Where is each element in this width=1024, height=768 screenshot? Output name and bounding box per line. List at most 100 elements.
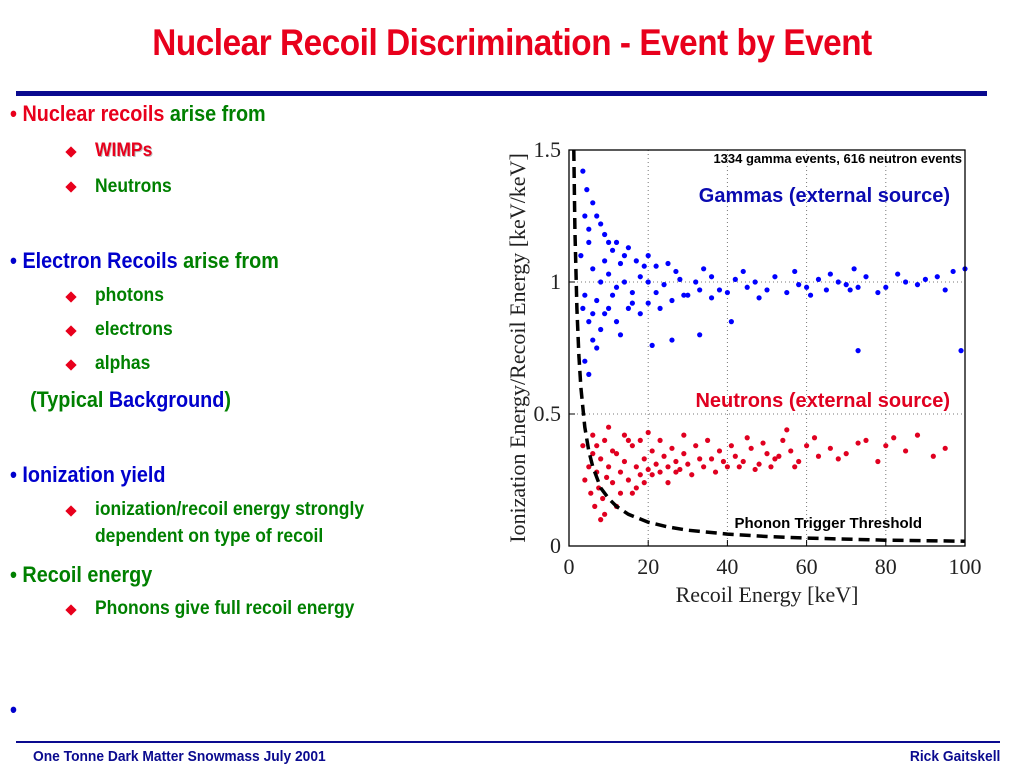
- scatter-point: [621, 432, 628, 438]
- scatter-point: [705, 437, 711, 443]
- scatter-point: [681, 292, 687, 298]
- scatter-point: [645, 429, 651, 436]
- bullet-recoil-energy: • Recoil energy: [10, 562, 153, 587]
- scatter-point: [772, 456, 778, 462]
- scatter-point: [701, 464, 707, 470]
- scatter-point: [693, 279, 699, 285]
- scatter-point: [617, 260, 624, 267]
- scatter-point: [594, 213, 600, 219]
- diamond-bullet-icon: [65, 325, 77, 337]
- scatter-point: [578, 253, 584, 259]
- scatter-point: [665, 464, 671, 470]
- scatter-point: [649, 448, 655, 454]
- scatter-point: [586, 226, 592, 232]
- scatter-point: [582, 292, 588, 298]
- scatter-point: [661, 453, 667, 459]
- scatter-point: [681, 432, 687, 438]
- bullet-marker: •: [10, 101, 23, 126]
- scatter-point: [697, 287, 703, 293]
- scatter-point: [681, 451, 687, 457]
- scatter-point: [606, 464, 612, 470]
- scatter-point: [843, 282, 849, 288]
- scatter-point: [724, 289, 730, 296]
- scatter-point: [677, 466, 683, 473]
- scatter-point: [665, 480, 671, 486]
- scatter-point: [914, 282, 921, 288]
- note-highlight: Background: [108, 387, 225, 412]
- scatter-point: [637, 311, 643, 317]
- scatter-point: [613, 284, 620, 290]
- scatter-point: [835, 456, 841, 462]
- scatter-point: [580, 168, 586, 174]
- scatter-point: [582, 213, 588, 219]
- scatter-point: [875, 458, 881, 465]
- scatter-point: [621, 253, 628, 259]
- diamond-bullet-icon: [65, 291, 77, 303]
- scatter-point: [958, 348, 964, 354]
- scatter-point: [641, 480, 647, 486]
- scatter-point: [606, 239, 612, 245]
- scatter-point: [621, 279, 628, 285]
- scatter-point: [594, 443, 600, 449]
- scatter-point: [586, 371, 592, 377]
- scatter-point: [895, 271, 901, 277]
- y-tick-label: 0: [550, 533, 561, 558]
- scatter-point: [600, 495, 606, 502]
- scatter-point: [732, 276, 738, 282]
- y-tick-label: 0.5: [534, 401, 562, 426]
- scatter-point: [744, 435, 750, 441]
- scatter-point: [728, 443, 734, 449]
- scatter-point: [811, 435, 818, 441]
- scatter-point: [629, 490, 635, 496]
- series-layer: [578, 168, 968, 523]
- grid-layer: [569, 150, 965, 546]
- scatter-point: [606, 424, 612, 430]
- scatter-point: [843, 451, 849, 457]
- scatter-point: [582, 358, 588, 364]
- threshold-annotation: Phonon Trigger Threshold: [735, 515, 923, 532]
- scatter-point: [716, 448, 723, 454]
- scatter-point: [823, 287, 829, 293]
- scatter-point: [740, 268, 746, 275]
- footer-right: Rick Gaitskell: [909, 748, 1000, 765]
- scatter-point: [629, 300, 635, 306]
- bullet-text: arise from: [177, 248, 279, 273]
- scatter-point: [792, 464, 798, 470]
- scatter-point: [598, 221, 604, 227]
- scatter-point: [863, 437, 869, 443]
- x-tick-label: 80: [875, 554, 897, 579]
- bullet-highlight: Nuclear recoils: [22, 101, 165, 126]
- diamond-bullet-icon: [65, 505, 77, 517]
- note-close: ): [224, 387, 231, 412]
- scatter-point: [613, 239, 620, 245]
- scatter-point: [588, 490, 594, 496]
- scatter-point: [586, 464, 592, 470]
- scatter-point: [883, 284, 889, 290]
- scatter-point: [677, 276, 683, 282]
- scatter-point: [835, 279, 841, 285]
- scatter-point: [756, 295, 762, 301]
- scatter-point: [784, 427, 790, 433]
- subitem-phonons: Phonons give full recoil energy: [95, 598, 355, 619]
- scatter-point: [903, 279, 909, 285]
- scatter-point: [645, 253, 651, 259]
- scatter-point: [594, 345, 600, 351]
- scatter-point: [891, 435, 897, 441]
- scatter-point: [855, 440, 861, 446]
- scatter-point: [602, 258, 608, 264]
- scatter-point: [875, 289, 881, 296]
- scatter-point: [685, 292, 691, 298]
- scatter-point: [922, 276, 928, 282]
- scatter-point: [685, 461, 691, 467]
- diamond-bullet-icon: [65, 181, 77, 193]
- scatter-point: [689, 472, 695, 478]
- y-tick-label: 1.5: [534, 137, 562, 162]
- scatter-point: [855, 284, 861, 290]
- scatter-point: [653, 461, 659, 467]
- scatter-point: [645, 300, 651, 306]
- bullet-nuclear-recoils: • Nuclear recoils arise from: [10, 101, 266, 127]
- scatter-point: [732, 453, 738, 459]
- scatter-point: [590, 311, 596, 317]
- scatter-point: [942, 445, 948, 451]
- scatter-point: [776, 453, 782, 459]
